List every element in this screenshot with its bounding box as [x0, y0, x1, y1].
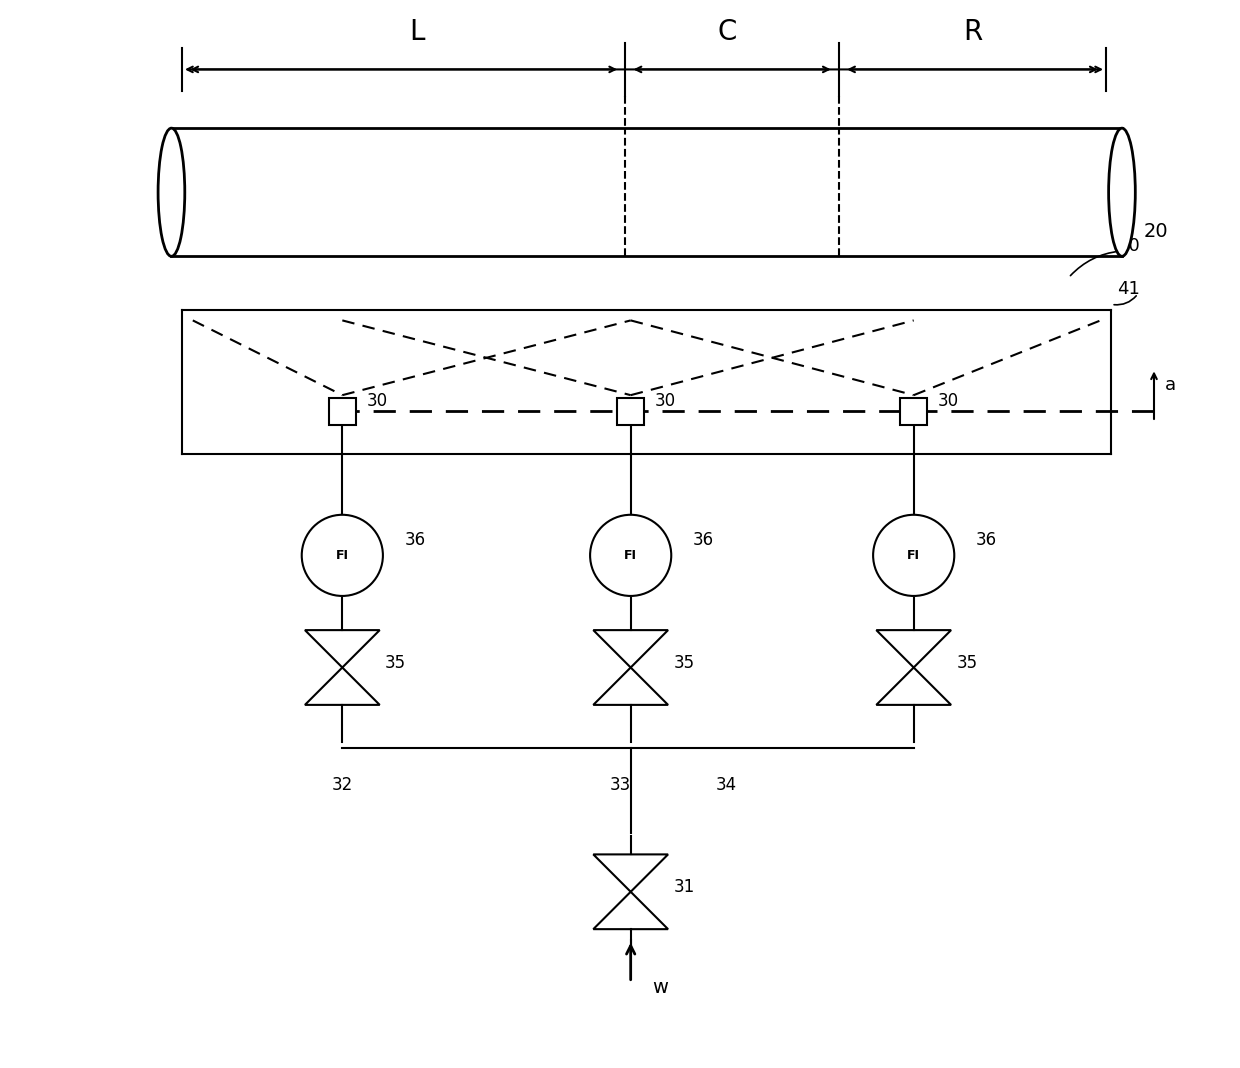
- Circle shape: [590, 515, 671, 596]
- Circle shape: [301, 515, 383, 596]
- Text: C: C: [717, 18, 737, 46]
- Text: 30: 30: [937, 392, 959, 410]
- Text: R: R: [962, 18, 982, 46]
- Text: FI: FI: [908, 549, 920, 562]
- Text: 30: 30: [366, 392, 387, 410]
- Text: 20: 20: [1143, 222, 1168, 241]
- Bar: [329, 397, 356, 424]
- Text: FI: FI: [336, 549, 348, 562]
- Ellipse shape: [1109, 128, 1136, 256]
- Text: 35: 35: [673, 654, 694, 672]
- Text: 36: 36: [976, 531, 997, 549]
- Text: FI: FI: [624, 549, 637, 562]
- Text: L: L: [409, 18, 425, 46]
- Bar: [618, 397, 644, 424]
- Text: 41: 41: [1116, 280, 1140, 298]
- Bar: [900, 397, 928, 424]
- Text: 32: 32: [331, 776, 353, 795]
- Text: w: w: [652, 978, 668, 998]
- Text: 35: 35: [386, 654, 407, 672]
- Text: 36: 36: [404, 531, 425, 549]
- Text: 35: 35: [956, 654, 977, 672]
- Text: 34: 34: [717, 776, 738, 795]
- Text: 31: 31: [673, 878, 694, 896]
- Text: a: a: [1164, 376, 1176, 394]
- Text: 36: 36: [693, 531, 714, 549]
- Text: 33: 33: [609, 776, 631, 795]
- Circle shape: [873, 515, 955, 596]
- Ellipse shape: [157, 128, 185, 256]
- Text: 30: 30: [655, 392, 676, 410]
- Text: 40: 40: [1116, 237, 1140, 255]
